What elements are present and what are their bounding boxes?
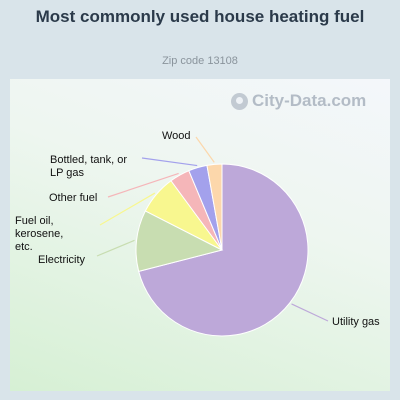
leader-line-4 bbox=[141, 157, 198, 167]
slice-label-4: Bottled, tank, or LP gas bbox=[50, 154, 127, 179]
slice-label-5: Wood bbox=[162, 130, 191, 142]
slice-label-1: Electricity bbox=[38, 254, 86, 266]
slice-label-0: Utility gas bbox=[332, 316, 380, 328]
leader-line-3 bbox=[107, 172, 179, 198]
leader-line-5 bbox=[195, 136, 215, 163]
slice-label-2: Fuel oil, kerosene, etc. bbox=[15, 215, 63, 253]
leader-line-2 bbox=[99, 192, 156, 226]
city-data-logo-icon bbox=[231, 92, 248, 110]
watermark: City-Data.com bbox=[231, 91, 366, 111]
leader-lines bbox=[96, 136, 329, 322]
pie-slices bbox=[135, 163, 309, 337]
pie-slice-5 bbox=[206, 163, 223, 251]
chart-subtitle: Zip code 13108 bbox=[162, 55, 238, 67]
leader-line-0 bbox=[291, 303, 329, 322]
chart-title: Most commonly used house heating fuel bbox=[35, 7, 365, 26]
slice-label-3: Other fuel bbox=[49, 192, 97, 204]
pie-slice-1 bbox=[135, 210, 224, 272]
leader-line-1 bbox=[96, 239, 135, 257]
watermark-text: City-Data.com bbox=[252, 91, 367, 110]
pie-slice-0 bbox=[138, 163, 309, 337]
